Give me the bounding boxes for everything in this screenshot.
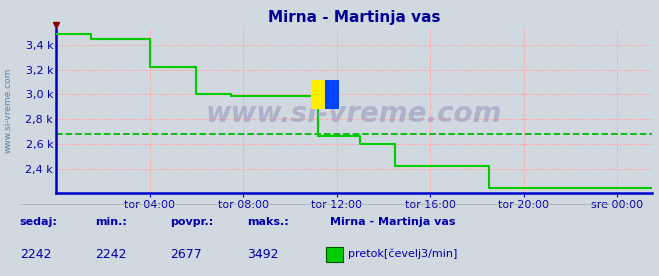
Text: 2242: 2242 bbox=[96, 248, 127, 261]
Bar bbox=[311, 79, 325, 109]
Text: 2242: 2242 bbox=[20, 248, 51, 261]
Text: 3492: 3492 bbox=[247, 248, 279, 261]
Text: pretok[čevelj3/min]: pretok[čevelj3/min] bbox=[348, 249, 457, 259]
Text: sedaj:: sedaj: bbox=[20, 217, 57, 227]
Text: maks.:: maks.: bbox=[247, 217, 289, 227]
Title: Mirna - Martinja vas: Mirna - Martinja vas bbox=[268, 10, 440, 25]
Bar bbox=[325, 79, 339, 109]
Text: min.:: min.: bbox=[96, 217, 127, 227]
Text: 2677: 2677 bbox=[170, 248, 202, 261]
Text: Mirna - Martinja vas: Mirna - Martinja vas bbox=[330, 217, 455, 227]
Text: www.si-vreme.com: www.si-vreme.com bbox=[3, 68, 13, 153]
Text: www.si-vreme.com: www.si-vreme.com bbox=[206, 100, 502, 128]
Text: povpr.:: povpr.: bbox=[170, 217, 214, 227]
